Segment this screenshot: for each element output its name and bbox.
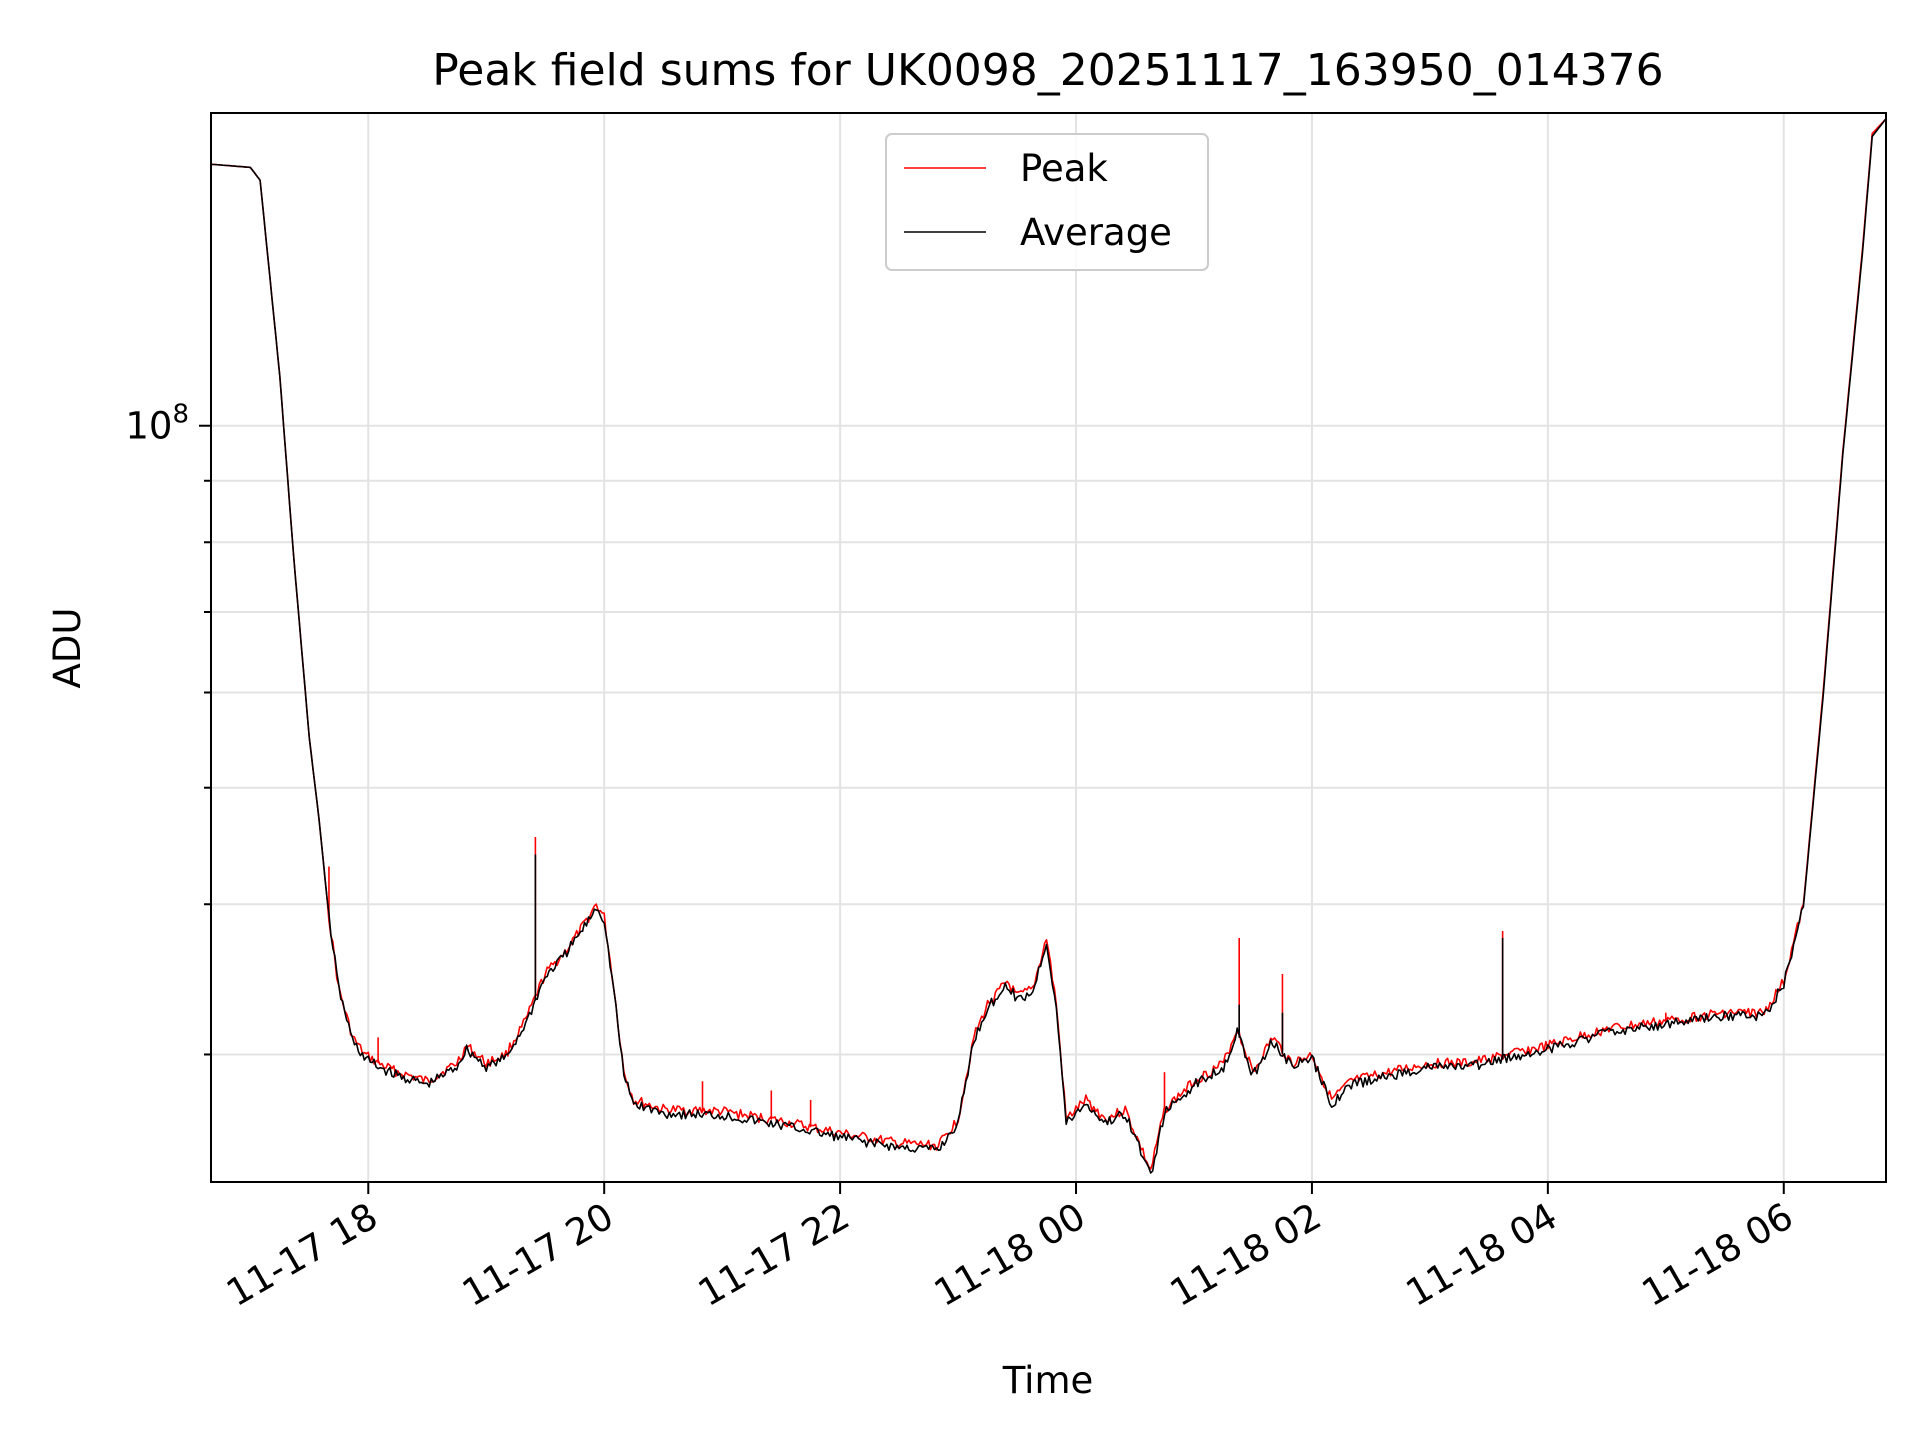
y-tick-label: 108: [125, 400, 189, 448]
y-axis: 108: [125, 400, 211, 1056]
grid: [211, 113, 1886, 1182]
y-axis-label: ADU: [46, 608, 89, 689]
legend-average-label: Average: [1020, 211, 1172, 254]
plot-frame: [210, 112, 1887, 1183]
legend: Peak Average: [885, 133, 1209, 271]
series-average: [211, 118, 1886, 1174]
series-layer: [211, 118, 1886, 1174]
series-line-average: [211, 118, 1886, 1174]
chart-title: Peak field sums for UK0098_20251117_1639…: [432, 45, 1663, 96]
series-line-peak: [211, 118, 1886, 1170]
legend-peak-label: Peak: [1020, 147, 1108, 190]
x-axis-label: Time: [1002, 1359, 1094, 1402]
